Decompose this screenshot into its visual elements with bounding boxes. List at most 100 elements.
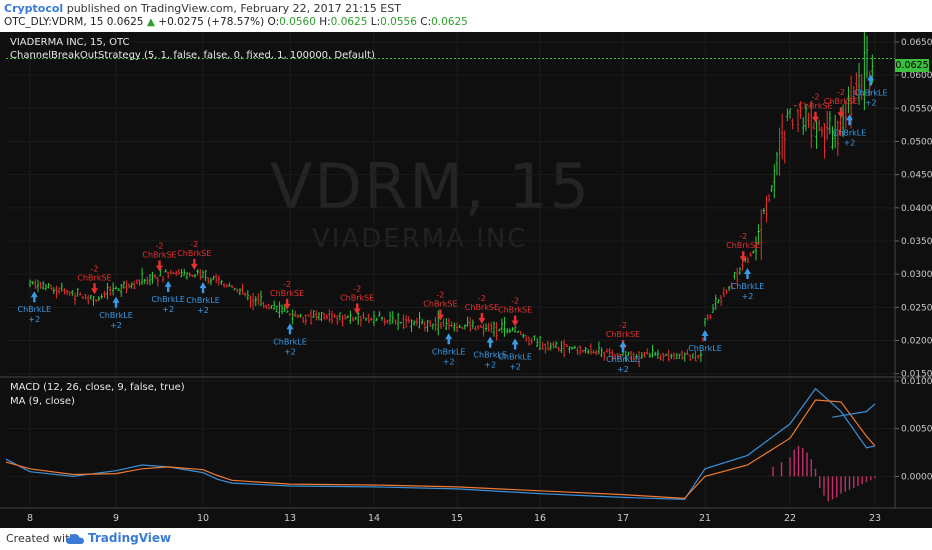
header: Cryptocol published on TradingView.com, … [0,0,932,32]
ohlc-line: OTC_DLY:VDRM, 15 0.0625 ▲ +0.0275 (+78.5… [4,16,468,28]
time-tick-label: 22 [784,513,796,524]
long-entry-arrow-icon [30,291,38,303]
price-tick-label: 0.0400 [901,204,932,214]
price-tick-label: 0.0200 [901,337,932,347]
close-value: 0.0625 [431,16,468,28]
time-tick-label: 9 [113,513,119,524]
long-entry-label: ChBrkLE [18,305,52,314]
price-bars [28,32,874,367]
long-entry-arrow-icon [199,282,207,294]
tradingview-link[interactable]: TradingView [88,531,172,545]
time-tick-label: 14 [368,513,380,524]
long-entry-qty: +2 [28,315,40,324]
strategy-legend[interactable]: ChannelBreakOutStrategy (5, 1, false, fa… [10,50,375,61]
symbol-label: OTC_DLY:VDRM, 15 [4,16,104,28]
macd-legend[interactable]: MACD (12, 26, close, 9, false, true) [10,382,185,393]
short-entry-label: ChBrkSE [270,289,304,298]
time-tick-label: 15 [451,513,463,524]
macd-tick-label: 0.0000 [901,472,932,482]
long-entry-arrow-icon [744,268,751,280]
macd-tick-label: 0.0100 [901,377,932,387]
long-entry-qty: +2 [509,363,521,372]
long-entry-qty: +2 [110,321,122,330]
price-tick-label: 0.0450 [901,171,932,181]
time-tick-label: 16 [534,513,546,524]
long-entry-label: ChBrkLE [833,128,867,137]
short-entry-qty: -2 [436,291,444,300]
created-with-text: Created with [6,532,77,545]
long-entry-arrow-icon [619,341,627,352]
chart-canvas[interactable]: ChBrkLE+2ChBrkSE-2ChBrkLE+2ChBrkSE-2ChBr… [0,32,932,528]
short-entry-arrow-icon [91,283,98,295]
open-value: 0.0560 [279,16,316,28]
long-entry-label: ChBrkLE [99,311,133,320]
chart-area[interactable]: VDRM, 15 VIADERMA INC ChBrkLE +2 ChBrkSE -2… [0,32,932,528]
short-entry-qty: -2 [837,88,845,97]
short-entry-label: ChBrkSE [606,330,640,339]
main-legend-title[interactable]: VIADERMA INC, 15, OTC [10,37,130,48]
long-entry-qty: +2 [443,357,455,366]
long-entry-arrow-icon [164,280,172,292]
long-entry-qty: +2 [617,365,629,374]
long-entry-qty: +2 [865,99,877,108]
short-entry-qty: -2 [511,297,519,306]
short-entry-label: ChBrkSE [340,293,374,302]
macd-series-line-macd [5,387,876,501]
long-entry-label: ChBrkLE [606,355,640,364]
long-entry-arrow-icon [846,114,853,126]
long-entry-arrow-icon [286,323,294,335]
price-tick-label: 0.0150 [901,370,932,380]
long-entry-arrow-icon [486,336,494,348]
publish-text: published on TradingView.com, February 2… [66,2,401,15]
short-entry-label: ChBrkSE [498,306,532,315]
short-entry-arrow-icon [837,107,845,119]
short-entry-label: ChBrkSE [726,241,760,250]
long-entry-qty: +2 [162,305,174,314]
price-tick-label: 0.0350 [901,237,932,247]
long-entry-arrow-icon [511,338,519,350]
ma-legend[interactable]: MA (9, close) [10,396,75,407]
short-entry-label: ChBrkSE [142,250,176,259]
macd-series-line-signal [5,399,876,500]
short-entry-qty: -2 [156,241,164,250]
time-tick-label: 21 [699,513,711,524]
short-entry-qty: -2 [739,232,747,241]
short-entry-arrow-icon [190,258,198,270]
long-entry-qty: +2 [284,347,296,356]
grid-lines [6,32,895,507]
short-entry-label: ChBrkSE [824,97,858,106]
high-value: 0.0625 [330,16,368,28]
price-tick-label: 0.0600 [901,71,932,81]
time-tick-label: 13 [284,513,296,524]
long-entry-label: ChBrkLE [273,337,307,346]
low-label: L: [370,16,381,28]
author-link[interactable]: Cryptocol [4,2,64,15]
short-entry-arrow-icon [436,309,444,321]
watermark-ticker: VDRM, 15 [270,150,592,223]
strategy-signals: ChBrkLE+2ChBrkSE-2ChBrkLE+2ChBrkSE-2ChBr… [18,74,888,374]
short-entry-qty: -2 [619,321,627,330]
long-entry-qty: +2 [844,138,856,147]
long-entry-label: ChBrkLE [854,89,888,98]
short-entry-qty: -2 [353,284,361,293]
short-entry-arrow-icon [511,315,519,327]
axes: 0.0650 0.0600 0.0550 0.0500 0.0450 0.0400 0.03… [0,32,932,524]
price-tick-label: 0.0550 [901,104,932,114]
short-entry-label: ChBrkSE [77,273,111,282]
long-entry-label: ChBrkLE [498,353,532,362]
tradingview-cloud-icon [66,534,84,544]
publish-line: Cryptocol published on TradingView.com, … [4,2,401,15]
long-entry-qty: +2 [742,292,754,301]
short-entry-arrow-icon [478,312,486,324]
change-value: +0.0275 (+78.57%) [158,16,265,28]
short-entry-arrow-icon [353,303,361,315]
short-entry-qty: -2 [190,240,198,249]
price-tick-label: 0.0300 [901,270,932,280]
long-entry-qty: +2 [197,306,209,315]
last-price-tag: 0.0625 [895,59,929,72]
short-entry-label: ChBrkSE [465,303,499,312]
short-entry-label: ChBrkSE [423,300,457,309]
macd-series-line-ma [832,403,876,418]
time-tick-label: 23 [869,513,881,524]
long-entry-arrow-icon [112,296,120,308]
